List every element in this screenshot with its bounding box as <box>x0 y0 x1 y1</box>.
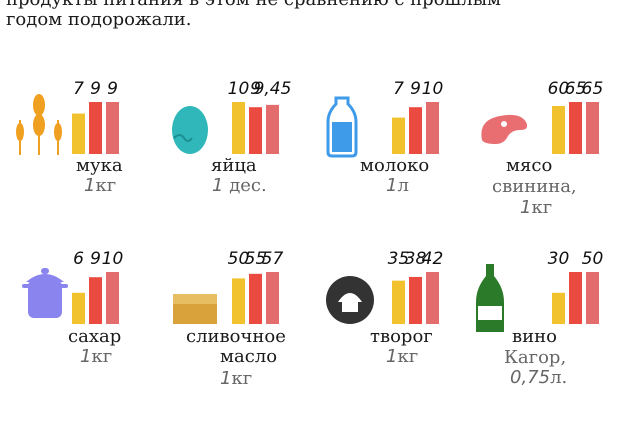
price-bar <box>586 272 599 324</box>
price-bar <box>89 277 102 324</box>
price-bar <box>266 104 279 154</box>
price-value-label: 9,45 <box>254 79 292 99</box>
pot-icon <box>22 268 68 318</box>
price-bar <box>569 102 582 154</box>
price-bar <box>106 272 119 324</box>
price-value-label: 30 <box>548 249 570 269</box>
price-bar <box>426 272 439 324</box>
cottage-cheese-icon <box>326 276 374 324</box>
price-bar <box>409 107 422 154</box>
product-panel-sugar: 6 9 10 сахар 1кг <box>0 230 160 430</box>
price-value-label: 6 <box>73 249 84 269</box>
product-name-line-2: масло <box>220 346 278 367</box>
product-name: молоко <box>360 155 430 176</box>
price-value-label: 57 <box>262 249 284 269</box>
header-line-1: продукты питания в этом не сравнению с п… <box>6 0 634 10</box>
product-unit: 0,75л. <box>510 367 568 388</box>
price-value-label: 9 <box>107 79 118 99</box>
price-bar <box>569 272 582 324</box>
price-value-label: 9 <box>90 249 101 269</box>
price-bar <box>426 102 439 154</box>
price-value-label: 9 <box>410 79 421 99</box>
price-value-label: 9 <box>250 79 261 99</box>
product-name: мясо <box>506 155 553 176</box>
price-value-label: 65 <box>565 79 587 99</box>
header-text: продукты питания в этом не сравнению с п… <box>6 0 634 30</box>
price-bar <box>106 102 119 154</box>
price-bar <box>249 273 262 324</box>
product-name: творог <box>370 326 433 347</box>
milk-bottle-icon <box>326 96 358 158</box>
product-panel-butter: 50 55 57 сливочное масло 1кг <box>160 230 320 430</box>
product-name: сливочное <box>186 326 286 347</box>
price-bar <box>409 276 422 324</box>
product-unit: 1кг <box>520 197 553 218</box>
wine-chart: 30 50 <box>476 249 604 332</box>
sugar-chart: 6 9 10 <box>22 249 124 324</box>
product-panel-wine: 30 50 вино Кагор, 0,75л. <box>476 230 640 430</box>
price-bar <box>552 106 565 154</box>
product-panel-meat: 60 65 65 мясо свинина, 1кг <box>480 60 640 260</box>
wine-bottle-icon <box>476 264 504 332</box>
price-value-label: 42 <box>422 249 444 269</box>
price-value-label: 60 <box>548 79 570 99</box>
price-bar <box>552 292 565 324</box>
price-value-label: 50 <box>228 249 250 269</box>
price-value-label: 9 <box>90 79 101 99</box>
product-unit: 1л <box>386 175 409 196</box>
product-panel-cottage-cheese: 35 38 42 творог 1кг <box>320 230 480 430</box>
price-bar <box>232 102 245 154</box>
meat-icon <box>481 114 528 144</box>
price-value-label: 10 <box>228 79 250 99</box>
price-value-label: 35 <box>388 249 410 269</box>
price-value-label: 65 <box>582 79 604 99</box>
price-bar <box>72 113 85 154</box>
product-extra: свинина, <box>492 176 577 197</box>
product-panel-eggs: 10 9 9,45 яйца 1 дес. <box>160 60 320 260</box>
price-value-label: 10 <box>102 249 124 269</box>
price-bar <box>232 278 245 324</box>
price-bar <box>72 292 85 324</box>
price-bar <box>586 102 599 154</box>
price-value-label: 7 <box>73 79 84 99</box>
product-extra: Кагор, <box>504 347 567 368</box>
wheat-icon <box>16 94 62 155</box>
price-value-label: 50 <box>582 249 604 269</box>
product-panel-milk: 7 9 10 молоко 1л <box>320 60 480 260</box>
product-name: яйца <box>211 155 257 176</box>
product-unit: 1кг <box>386 346 419 367</box>
price-value-label: 38 <box>405 249 427 269</box>
price-bar <box>89 102 102 154</box>
price-value-label: 10 <box>422 79 444 99</box>
product-unit: 1кг <box>80 346 113 367</box>
price-value-label: 55 <box>245 249 267 269</box>
price-bar <box>266 272 279 324</box>
product-name: мука <box>76 155 123 176</box>
milk-chart: 7 9 10 <box>326 79 444 158</box>
butter-icon <box>173 294 217 324</box>
product-unit: 1 дес. <box>212 175 267 196</box>
product-unit: 1кг <box>84 175 117 196</box>
product-name: вино <box>512 326 557 347</box>
price-bar <box>392 117 405 154</box>
product-name: сахар <box>68 326 122 347</box>
price-bar <box>392 280 405 324</box>
price-value-label: 7 <box>393 79 404 99</box>
price-bar <box>249 107 262 154</box>
egg-icon <box>172 106 208 154</box>
eggs-chart: 10 99,45 <box>172 79 292 154</box>
header-line-2: годом подорожали. <box>6 9 192 30</box>
product-unit: 1кг <box>220 368 253 389</box>
